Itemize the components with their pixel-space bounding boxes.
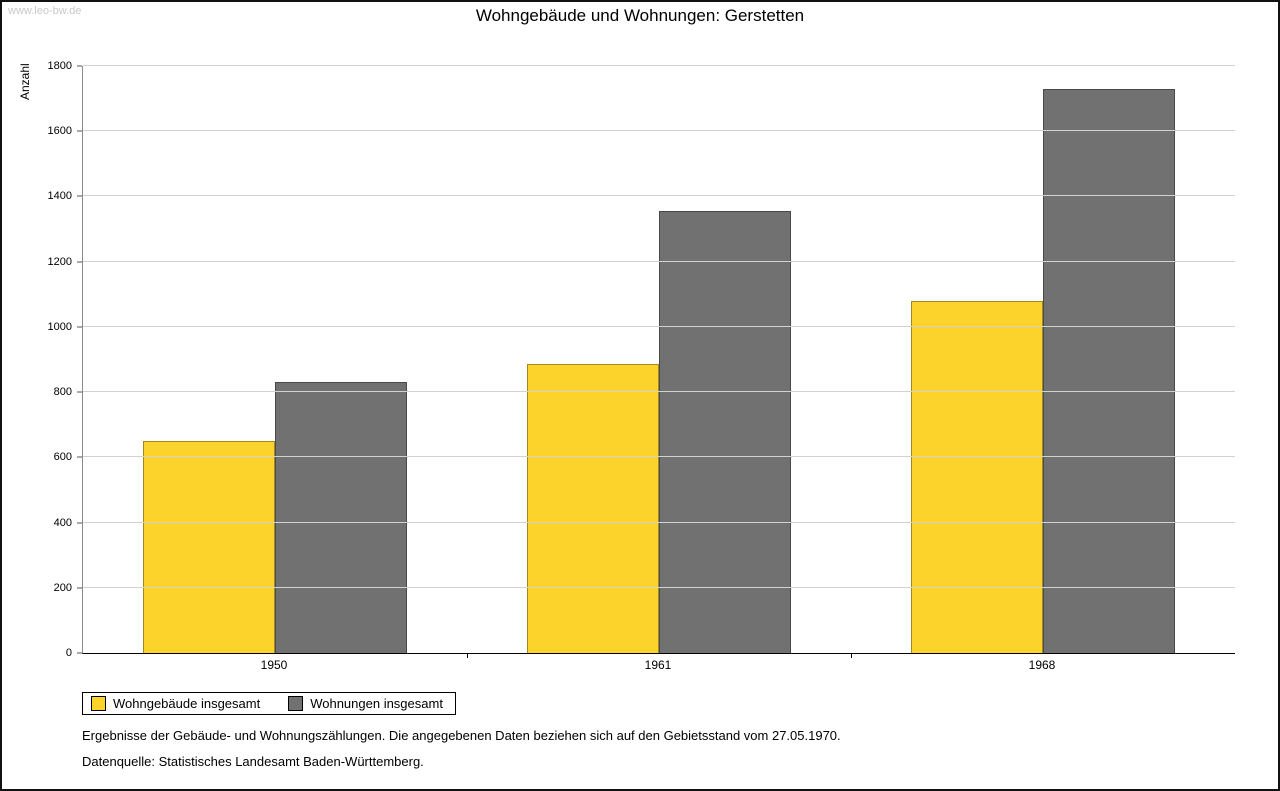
bar-groups	[83, 66, 1235, 653]
y-tick-mark	[77, 130, 82, 132]
y-tick-label: 800	[53, 386, 72, 399]
gridline	[83, 391, 1235, 393]
bar-group-1950	[83, 66, 467, 653]
gridline	[83, 130, 1235, 132]
bar-1968	[910, 300, 1043, 653]
gridline	[83, 65, 1235, 66]
gridline	[83, 586, 1235, 588]
y-tick-label: 1000	[47, 320, 72, 333]
bar-group-1961	[467, 66, 851, 653]
legend-item-wohnungen: Wohnungen insgesamt	[288, 696, 443, 711]
gridline	[83, 521, 1235, 523]
y-tick-label: 600	[53, 451, 72, 464]
legend-swatch-gray-icon	[288, 696, 304, 711]
bar-1950	[142, 441, 275, 653]
gridline	[83, 260, 1235, 262]
y-tick-mark	[77, 195, 82, 197]
y-tick-mark	[77, 65, 82, 67]
footer-note: Ergebnisse der Gebäude- und Wohnungszähl…	[82, 728, 841, 743]
y-tick-label: 1200	[47, 255, 72, 268]
x-axis-tick	[851, 654, 852, 658]
y-tick-mark	[77, 261, 82, 263]
y-axis-labels: 0 200 400 600 800 1000 1200 1400 1600 1800	[2, 60, 82, 659]
gridline	[83, 195, 1235, 197]
y-tick-mark	[77, 391, 82, 393]
chart-title: Wohngebäude und Wohnungen: Gerstetten	[475, 6, 805, 25]
bar-group-1968	[851, 66, 1235, 653]
plot-area	[82, 65, 1235, 658]
y-tick-label: 0	[65, 647, 72, 659]
y-tick-mark	[77, 456, 82, 458]
bar-1950	[275, 382, 408, 653]
watermark: www.leo-bw.de	[8, 5, 82, 17]
x-axis-labels: 1950 1961 1968	[82, 658, 1234, 672]
y-tick-mark	[77, 522, 82, 524]
x-tick-label: 1961	[644, 658, 672, 672]
legend: Wohngebäude insgesamt Wohnungen insgesam…	[82, 692, 456, 715]
gridline	[83, 325, 1235, 327]
legend-label-wohnungen: Wohnungen insgesamt	[310, 696, 443, 711]
footer-source: Datenquelle: Statistisches Landesamt Bad…	[82, 754, 424, 769]
x-tick-label: 1950	[260, 658, 288, 672]
bar-1961	[526, 364, 659, 653]
bar-1961	[659, 211, 792, 653]
y-tick-label: 200	[53, 581, 72, 594]
y-tick-label: 1600	[47, 125, 72, 138]
y-tick-label: 400	[53, 516, 72, 529]
y-tick-mark	[77, 326, 82, 328]
bar-1968	[1043, 88, 1176, 653]
legend-swatch-yellow-icon	[91, 696, 106, 711]
y-tick-label: 1800	[47, 60, 72, 72]
x-axis-tick	[467, 654, 468, 658]
legend-item-wohngebaeude: Wohngebäude insgesamt	[91, 696, 260, 711]
gridline	[83, 456, 1235, 458]
y-tick-label: 1400	[47, 190, 72, 203]
legend-label-wohngebaeude: Wohngebäude insgesamt	[113, 696, 261, 711]
x-tick-label: 1968	[1028, 658, 1056, 672]
y-tick-mark	[77, 652, 82, 654]
y-tick-mark	[77, 587, 82, 589]
